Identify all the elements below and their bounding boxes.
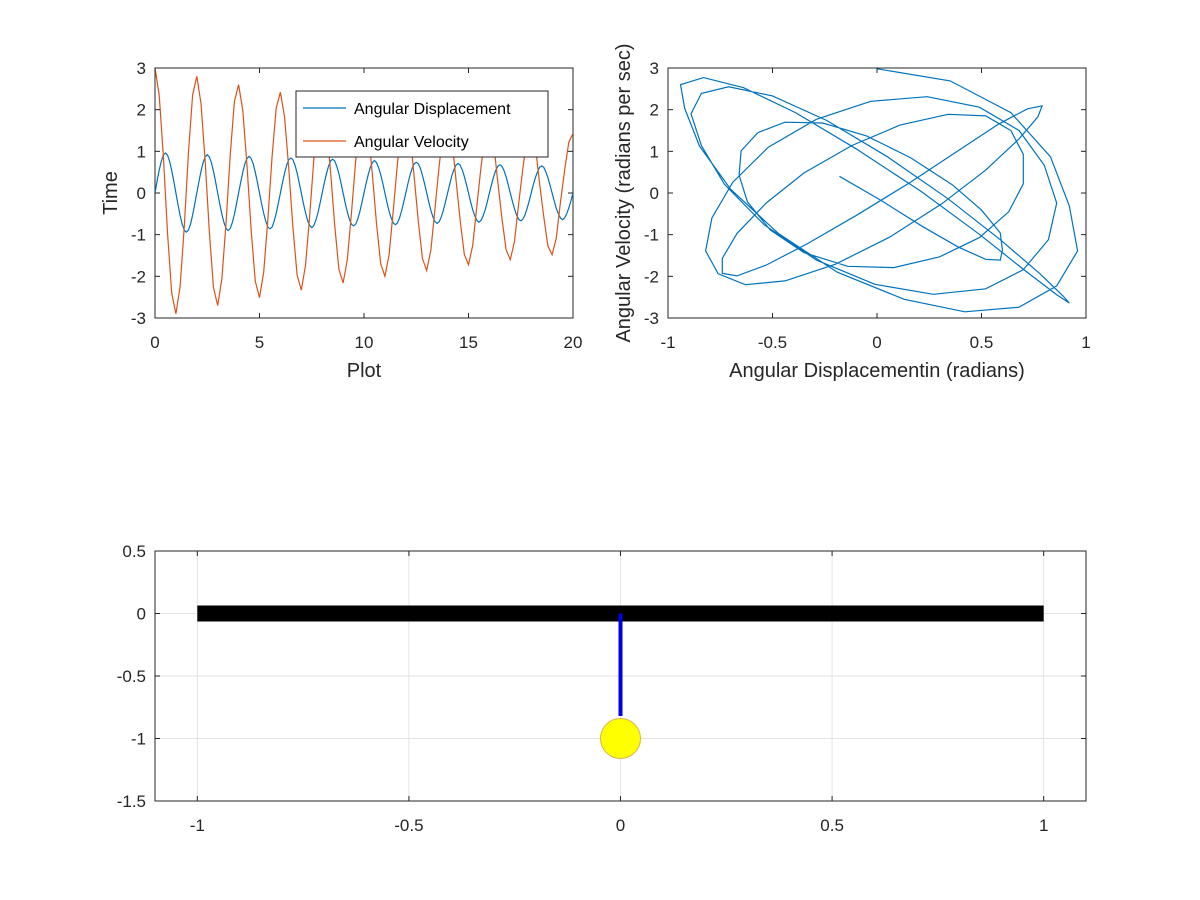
plot-box-outline: [154, 550, 1087, 802]
y-tick-label: 0: [137, 605, 146, 624]
y-tick-label: 2: [650, 101, 659, 120]
phase-portrait-axes: -1 -0.5 0 0.5 1 -3 -2 -1 0 1 2 3 Angular Displacemen…: [613, 43, 1091, 382]
y-axis-label: Angular Velocity (radians per sec): [613, 43, 635, 342]
x-tick-label: 0.5: [970, 333, 994, 352]
pendulum-bob: [600, 718, 641, 759]
x-tick-label: -1: [190, 816, 205, 835]
x-tick-label: -1: [660, 333, 675, 352]
x-tick-label: 0.5: [820, 816, 844, 835]
x-axis-label: Angular Displacementin (radians): [729, 360, 1025, 382]
x-tick-label: -0.5: [394, 816, 423, 835]
x-tick-label: 1: [1039, 816, 1048, 835]
x-tick-label: 0: [150, 333, 159, 352]
legend: Angular Displacement Angular Velocity: [295, 90, 549, 158]
angular-displacement-line: [155, 152, 573, 234]
legend-entry: Angular Displacement: [354, 101, 511, 118]
y-tick-label: -2: [131, 267, 146, 286]
y-tick-label: -2: [644, 267, 659, 286]
x-tick-label: 1: [1081, 333, 1090, 352]
x-axis-label: Plot: [347, 360, 382, 382]
y-tick-label: 3: [650, 59, 659, 78]
y-tick-label: 0.5: [122, 542, 146, 561]
y-tick-label: 3: [137, 59, 146, 78]
y-tick-label: -1: [131, 730, 146, 749]
x-tick-label: 0: [616, 816, 625, 835]
y-tick-label: -3: [131, 309, 146, 328]
legend-entry: Angular Velocity: [354, 134, 469, 151]
y-axis-label: Time: [100, 171, 122, 215]
plot-box: [667, 67, 1087, 319]
x-tick-label: 10: [355, 333, 374, 352]
pendulum-animation-axes: -1 -0.5 0 0.5 1 -1.5 -1 -0.5 0 0.5: [117, 542, 1087, 835]
y-tick-label: -1.5: [117, 792, 146, 811]
x-tick-label: 0: [872, 333, 881, 352]
x-tick-label: 15: [459, 333, 478, 352]
y-tick-label: 2: [137, 101, 146, 120]
y-tick-label: 0: [650, 184, 659, 203]
y-tick-label: -3: [644, 309, 659, 328]
y-tick-label: 1: [650, 142, 659, 161]
x-tick-label: -0.5: [758, 333, 787, 352]
x-tick-label: 5: [255, 333, 264, 352]
y-tick-label: -0.5: [117, 667, 146, 686]
time-series-axes: 0 5 10 15 20 -3 -2 -1 0 1 2 3 Plot Time Angular Displa…: [100, 59, 582, 382]
legend-box: [295, 90, 549, 158]
y-tick-label: -1: [131, 226, 146, 245]
y-tick-label: -1: [644, 226, 659, 245]
x-tick-label: 20: [564, 333, 583, 352]
y-tick-label: 1: [137, 142, 146, 161]
phase-trajectory-line: [679, 68, 1079, 313]
y-tick-label: 0: [137, 184, 146, 203]
